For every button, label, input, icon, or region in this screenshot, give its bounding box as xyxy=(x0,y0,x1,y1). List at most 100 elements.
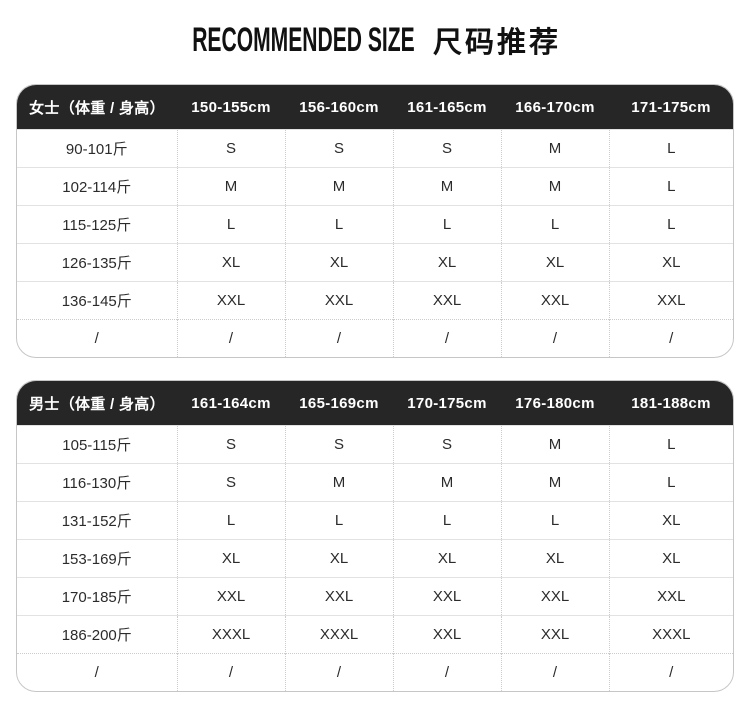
height-range-column-header: 165-169cm xyxy=(285,381,393,426)
size-value-cell: L xyxy=(608,205,733,244)
size-value-cell: XL xyxy=(176,539,285,578)
size-value-cell: L xyxy=(284,205,393,244)
page-title-english-box: RECOMMENDED SIZE xyxy=(189,21,417,60)
size-value-cell: XL xyxy=(284,243,393,282)
height-range-column-header: 171-175cm xyxy=(609,85,733,130)
table-row: 90-101斤 S S S M L xyxy=(17,129,733,168)
height-range-column-header: 166-170cm xyxy=(501,85,609,130)
table-row: 116-130斤 S M M M L xyxy=(17,463,733,502)
weight-range-cell: 186-200斤 xyxy=(17,615,177,654)
size-value-cell: L xyxy=(500,501,609,540)
height-range-column-header: 170-175cm xyxy=(393,381,501,426)
women-size-table: 女士（体重 / 身高） 150-155cm 156-160cm 161-165cm 16… xyxy=(17,85,733,357)
size-value-cell: / xyxy=(284,319,393,357)
size-value-cell: S xyxy=(392,425,501,464)
size-value-cell: XXL xyxy=(392,577,501,616)
size-value-cell: M xyxy=(176,167,285,206)
size-value-cell: L xyxy=(608,425,733,464)
size-value-cell: XL xyxy=(500,243,609,282)
size-value-cell: / xyxy=(176,653,285,691)
size-value-cell: XXL xyxy=(176,577,285,616)
men-table-header-row: 男士（体重 / 身高） 161-164cm 165-169cm 170-175cm 17… xyxy=(17,381,733,426)
size-value-cell: XXL xyxy=(608,577,733,616)
size-value-cell: S xyxy=(284,425,393,464)
weight-range-cell: 153-169斤 xyxy=(17,539,177,578)
size-value-cell: M xyxy=(500,167,609,206)
weight-range-cell: 115-125斤 xyxy=(17,205,177,244)
size-value-cell: / xyxy=(392,319,501,357)
size-value-cell: / xyxy=(284,653,393,691)
size-value-cell: S xyxy=(176,463,285,502)
size-value-cell: XXL xyxy=(284,577,393,616)
size-value-cell: / xyxy=(500,653,609,691)
size-value-cell: S xyxy=(176,425,285,464)
size-value-cell: XL xyxy=(500,539,609,578)
size-value-cell: XL xyxy=(608,243,733,282)
size-value-cell: L xyxy=(608,167,733,206)
size-value-cell: XXL xyxy=(392,281,501,320)
size-value-cell: M xyxy=(284,167,393,206)
size-value-cell: M xyxy=(500,129,609,168)
table-row: / / / / / / xyxy=(17,653,733,691)
size-value-cell: M xyxy=(392,463,501,502)
table-row: 131-152斤 L L L L XL xyxy=(17,501,733,540)
height-range-column-header: 161-164cm xyxy=(177,381,285,426)
table-row: 170-185斤 XXL XXL XXL XXL XXL xyxy=(17,577,733,616)
size-value-cell: XXL xyxy=(176,281,285,320)
row-label-column-header: 男士（体重 / 身高） xyxy=(17,381,177,426)
weight-range-cell: 131-152斤 xyxy=(17,501,177,540)
size-value-cell: L xyxy=(608,463,733,502)
size-value-cell: XL xyxy=(284,539,393,578)
table-row: 115-125斤 L L L L L xyxy=(17,205,733,244)
men-size-table-container: 男士（体重 / 身高） 161-164cm 165-169cm 170-175cm 17… xyxy=(16,380,734,692)
page-title: RECOMMENDED SIZE 尺码推荐 xyxy=(0,0,750,60)
weight-range-cell: 170-185斤 xyxy=(17,577,177,616)
size-value-cell: XL xyxy=(608,501,733,540)
weight-range-cell: 102-114斤 xyxy=(17,167,177,206)
weight-range-cell: 126-135斤 xyxy=(17,243,177,282)
size-value-cell: XXL xyxy=(284,281,393,320)
size-value-cell: XL xyxy=(176,243,285,282)
size-value-cell: XXXL xyxy=(176,615,285,654)
weight-range-cell: 116-130斤 xyxy=(17,463,177,502)
weight-range-cell: 105-115斤 xyxy=(17,425,177,464)
size-value-cell: XXL xyxy=(500,615,609,654)
size-value-cell: XXXL xyxy=(284,615,393,654)
size-value-cell: S xyxy=(176,129,285,168)
size-value-cell: XL xyxy=(392,243,501,282)
women-table-header-row: 女士（体重 / 身高） 150-155cm 156-160cm 161-165cm 16… xyxy=(17,85,733,130)
size-value-cell: M xyxy=(284,463,393,502)
size-value-cell: / xyxy=(392,653,501,691)
size-value-cell: S xyxy=(284,129,393,168)
table-row: 136-145斤 XXL XXL XXL XXL XXL xyxy=(17,281,733,320)
table-row: 105-115斤 S S S M L xyxy=(17,425,733,464)
size-value-cell: L xyxy=(176,501,285,540)
size-value-cell: L xyxy=(608,129,733,168)
size-value-cell: M xyxy=(392,167,501,206)
women-size-table-container: 女士（体重 / 身高） 150-155cm 156-160cm 161-165cm 16… xyxy=(16,84,734,358)
size-value-cell: XXL xyxy=(608,281,733,320)
weight-range-cell: 136-145斤 xyxy=(17,281,177,320)
size-value-cell: L xyxy=(500,205,609,244)
size-value-cell: XXL xyxy=(392,615,501,654)
size-value-cell: L xyxy=(392,501,501,540)
page-title-english: RECOMMENDED SIZE xyxy=(191,20,415,59)
size-value-cell: L xyxy=(284,501,393,540)
weight-range-cell: 90-101斤 xyxy=(17,129,177,168)
size-value-cell: XXL xyxy=(500,281,609,320)
size-value-cell: / xyxy=(608,319,733,357)
table-row: 186-200斤 XXXL XXXL XXL XXL XXXL xyxy=(17,615,733,654)
size-value-cell: L xyxy=(176,205,285,244)
table-row: 153-169斤 XL XL XL XL XL xyxy=(17,539,733,578)
table-row: 126-135斤 XL XL XL XL XL xyxy=(17,243,733,282)
row-label-column-header: 女士（体重 / 身高） xyxy=(17,85,177,130)
size-value-cell: S xyxy=(392,129,501,168)
men-size-table: 男士（体重 / 身高） 161-164cm 165-169cm 170-175cm 17… xyxy=(17,381,733,691)
size-value-cell: / xyxy=(176,319,285,357)
weight-range-cell: / xyxy=(17,319,177,357)
table-row: / / / / / / xyxy=(17,319,733,357)
height-range-column-header: 176-180cm xyxy=(501,381,609,426)
size-value-cell: / xyxy=(500,319,609,357)
size-value-cell: L xyxy=(392,205,501,244)
